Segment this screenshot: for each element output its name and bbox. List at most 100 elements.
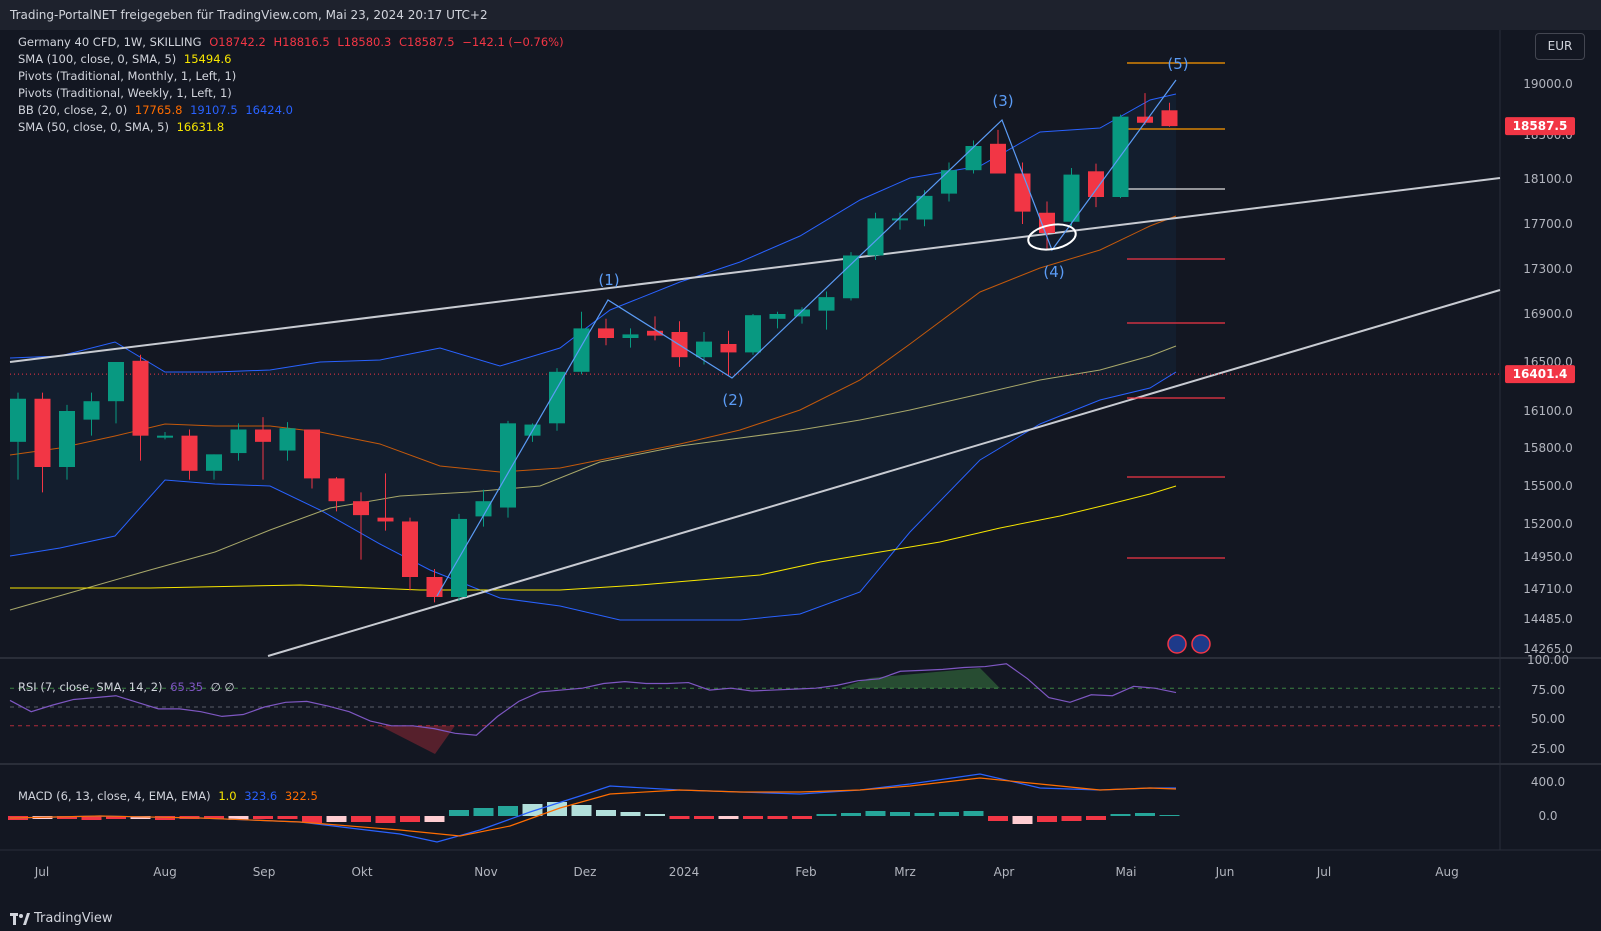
candle-body [892, 218, 908, 221]
macd-histogram-bar [449, 810, 469, 816]
macd-line [9, 773, 1176, 843]
legend-sma100[interactable]: SMA (100, close, 0, SMA, 5) 15494.6 [18, 52, 235, 66]
legend-sma100-value: 15494.6 [183, 52, 232, 66]
candle-body [181, 435, 198, 471]
candle [10, 392, 26, 480]
candle-body [279, 428, 296, 451]
candle [647, 316, 663, 341]
legend-macd-signal: 322.5 [284, 789, 318, 803]
macd-histogram-bar [596, 810, 616, 816]
wave-label-5: (5) [1167, 55, 1188, 73]
macd-histogram-bar [1086, 816, 1106, 820]
macd-histogram-bar [1135, 813, 1155, 816]
macd-histogram-bar [865, 811, 886, 816]
candle-body [818, 297, 835, 311]
candle-body [696, 341, 712, 358]
candle [720, 330, 737, 376]
time-axis-label: Sep [253, 865, 276, 879]
candle [696, 332, 712, 365]
candle-body [500, 423, 516, 508]
legend-open: O18742.2 [209, 35, 266, 49]
candle [818, 291, 835, 330]
legend-rsi[interactable]: RSI (7, close, SMA, 14, 2) 65.35 ∅ ∅ [18, 680, 238, 694]
time-axis-label: Feb [795, 865, 816, 879]
candle [1063, 168, 1080, 227]
price-axis-tick: 14485.0 [1523, 612, 1573, 626]
legend-macd[interactable]: MACD (6, 13, close, 4, EMA, EMA) 1.0 323… [18, 789, 322, 803]
time-axis-label: Jul [34, 865, 49, 879]
wave-label-2: (2) [722, 391, 743, 409]
macd-signal-line [9, 777, 1177, 837]
price-axis-tick: 18100.0 [1523, 172, 1573, 186]
macd-histogram-bar [841, 813, 861, 816]
candle [34, 392, 51, 493]
candle [867, 212, 884, 260]
macd-histogram-bar [694, 816, 714, 819]
candle-body [843, 255, 859, 299]
legend-bb-label: BB (20, close, 2, 0) [18, 103, 128, 117]
currency-button[interactable]: EUR [1535, 33, 1585, 60]
plot-background [0, 30, 1601, 906]
price-axis-tick: 14265.0 [1523, 642, 1573, 656]
price-axis-tick: 17700.0 [1523, 217, 1573, 231]
macd-histogram-bar [473, 808, 494, 816]
candle [402, 517, 418, 591]
legend-sma50-value: 16631.8 [176, 120, 225, 134]
legend-symbol[interactable]: Germany 40 CFD, 1W, SKILLING [18, 35, 202, 49]
candle-body [10, 398, 26, 442]
legend-macd-hist: 1.0 [218, 789, 237, 803]
legend-pivots-weekly[interactable]: Pivots (Traditional, Weekly, 1, Left, 1) [18, 86, 236, 100]
sma100-line [10, 485, 1177, 591]
candle-body [745, 315, 761, 353]
candle-body [328, 478, 345, 502]
candle [794, 307, 810, 324]
bb-basis-line [9, 215, 1177, 473]
candle-body [1088, 171, 1104, 197]
candle-body [990, 143, 1006, 174]
time-axis-label: Dez [574, 865, 597, 879]
legend-change: −142.1 (−0.76%) [462, 35, 564, 49]
bb-fill [10, 94, 1176, 620]
candle-body [965, 146, 982, 171]
candle-body [304, 429, 320, 479]
rsi-axis-tick: 50.00 [1531, 712, 1565, 726]
price-axis-tick: 19000.0 [1523, 77, 1573, 91]
price-tag-label: 16401.4 [1513, 367, 1568, 381]
candle [598, 318, 614, 346]
upper-trend-line [9, 177, 1501, 363]
candle-body [402, 521, 418, 577]
bb-lower-line [9, 371, 1177, 621]
tradingview-logo-icon [10, 913, 30, 925]
candle-body [573, 328, 590, 372]
candle [769, 311, 786, 329]
macd-histogram-bar [816, 814, 837, 816]
legend-low: L18580.3 [337, 35, 392, 49]
candle-body [475, 501, 492, 517]
macd-histogram-bar [914, 813, 935, 816]
candle-body [83, 401, 100, 420]
macd-histogram-bar [963, 811, 984, 816]
legend-macd-label: MACD (6, 13, close, 4, EMA, EMA) [18, 789, 211, 803]
candle [206, 454, 222, 480]
legend-sma50[interactable]: SMA (50, close, 0, SMA, 5) 16631.8 [18, 120, 228, 134]
candle [1088, 163, 1104, 208]
price-tag-bg [1505, 117, 1575, 136]
macd-histogram-bar [890, 812, 910, 816]
candle [108, 362, 124, 424]
macd-histogram-bar [400, 816, 420, 822]
chart-canvas[interactable]: (1)(2)(3)(4)(5)19000.018500.018100.01770… [0, 0, 1601, 906]
candle-body [157, 435, 173, 438]
candle [500, 420, 516, 518]
legend-pivots-monthly[interactable]: Pivots (Traditional, Monthly, 1, Left, 1… [18, 69, 240, 83]
rsi-overbought-fill [840, 668, 1000, 689]
candle-body [377, 517, 394, 522]
macd-histogram-bar [939, 812, 959, 816]
candle [83, 392, 100, 436]
candle-body [1014, 173, 1031, 212]
legend-bb[interactable]: BB (20, close, 2, 0) 17765.8 19107.5 164… [18, 103, 297, 117]
macd-histogram-bar [302, 816, 322, 823]
legend-high: H18816.5 [273, 35, 330, 49]
footer-bar: TradingView [0, 906, 1601, 931]
macd-histogram-bar [767, 816, 788, 819]
candle-body [598, 328, 614, 338]
